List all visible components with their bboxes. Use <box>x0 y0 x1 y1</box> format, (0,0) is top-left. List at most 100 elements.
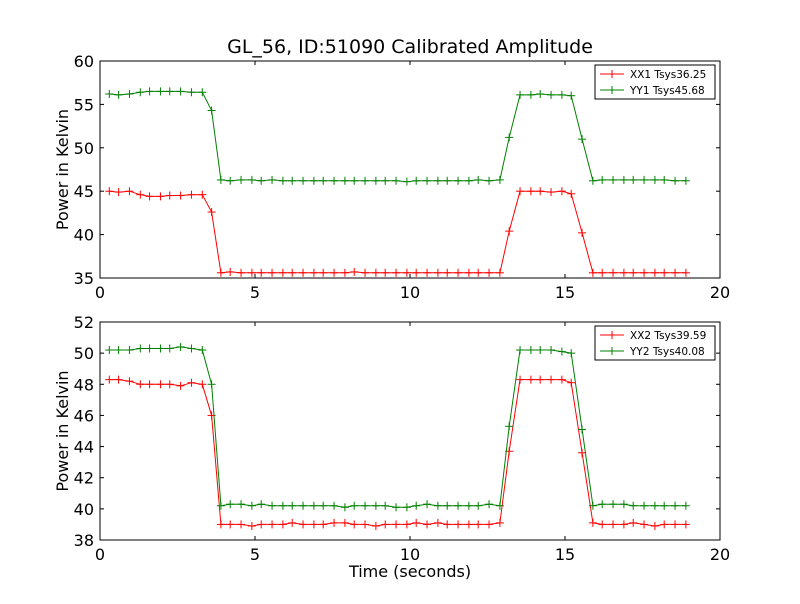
data-point <box>557 90 566 99</box>
legend-label: YY2 Tsys40.08 <box>629 346 705 358</box>
data-point <box>288 176 297 185</box>
data-point <box>226 520 235 529</box>
data-point <box>454 176 463 185</box>
data-point <box>361 176 370 185</box>
data-point <box>288 501 297 510</box>
figure-title: GL_56, ID:51090 Calibrated Amplitude <box>227 36 593 58</box>
x-tick-label: 15 <box>555 283 575 302</box>
data-point <box>216 175 225 184</box>
data-point <box>660 520 669 529</box>
panel-bottom: 0 5 10 15 20 38 40 42 44 46 48 50 52 Power in Kelvin T… <box>53 313 730 581</box>
data-point <box>105 187 114 196</box>
data-point <box>588 268 597 277</box>
data-point <box>216 268 225 277</box>
data-point <box>319 501 328 510</box>
x-tick-label: 5 <box>250 545 260 564</box>
y-tick-label: 40 <box>74 500 94 519</box>
data-point <box>567 378 576 387</box>
data-point <box>350 520 359 529</box>
data-point <box>176 87 185 96</box>
data-point <box>278 176 287 185</box>
data-point <box>526 90 535 99</box>
data-point <box>330 268 339 277</box>
data-point <box>319 176 328 185</box>
data-point <box>671 520 680 529</box>
data-point <box>423 520 432 529</box>
y-tick-label: 60 <box>74 52 94 71</box>
x-tick-label: 0 <box>95 283 105 302</box>
data-point <box>681 176 690 185</box>
data-point <box>567 189 576 198</box>
data-point <box>136 344 145 353</box>
data-point <box>423 268 432 277</box>
data-point <box>268 520 277 529</box>
data-point <box>464 176 473 185</box>
data-point <box>578 135 587 144</box>
y-tick-label: 44 <box>74 438 94 457</box>
data-point <box>278 520 287 529</box>
data-point <box>371 501 380 510</box>
panel-top: 0 5 10 15 20 35 40 45 50 55 60 Power in Kelvin XX1 T… <box>53 52 730 302</box>
data-point <box>640 268 649 277</box>
data-point <box>567 91 576 100</box>
data-point <box>309 501 318 510</box>
data-point <box>412 176 421 185</box>
data-point <box>165 191 174 200</box>
data-point <box>125 187 134 196</box>
data-point <box>187 190 196 199</box>
y-tick-label: 55 <box>74 95 94 114</box>
data-point <box>288 268 297 277</box>
data-point <box>650 175 659 184</box>
y-tick-label: 42 <box>74 469 94 488</box>
y-tick-label: 38 <box>74 531 94 550</box>
data-point <box>629 175 638 184</box>
legend-label: YY1 Tsys45.68 <box>629 85 705 97</box>
legend-label: XX1 Tsys36.25 <box>630 69 706 81</box>
data-point <box>145 87 154 96</box>
data-point <box>309 176 318 185</box>
data-point <box>609 500 618 509</box>
data-point <box>609 175 618 184</box>
data-point <box>526 375 535 384</box>
data-point <box>681 268 690 277</box>
data-point <box>105 375 114 384</box>
y-tick-label: 52 <box>74 313 94 332</box>
data-point <box>495 501 504 510</box>
data-point <box>257 176 266 185</box>
data-point <box>671 501 680 510</box>
data-point <box>536 346 545 355</box>
data-point <box>105 89 114 98</box>
data-point <box>547 346 556 355</box>
legend-box <box>594 325 716 361</box>
data-point <box>412 501 421 510</box>
data-point <box>125 346 134 355</box>
data-point <box>433 501 442 510</box>
data-point <box>557 375 566 384</box>
data-point <box>165 87 174 96</box>
data-point <box>268 501 277 510</box>
data-point <box>619 500 628 509</box>
series-line-yy2 <box>109 346 686 508</box>
data-point <box>361 520 370 529</box>
data-point <box>381 268 390 277</box>
data-point <box>247 175 256 184</box>
data-point <box>640 175 649 184</box>
x-tick-label: 20 <box>710 545 730 564</box>
data-point <box>226 500 235 509</box>
series-line-xx1 <box>109 190 686 274</box>
data-point <box>156 344 165 353</box>
data-point <box>237 268 246 277</box>
data-point <box>207 106 216 115</box>
data-point <box>557 187 566 196</box>
data-point <box>381 501 390 510</box>
data-point <box>629 268 638 277</box>
data-point <box>536 89 545 98</box>
data-point <box>340 268 349 277</box>
data-point <box>299 268 308 277</box>
data-point <box>237 175 246 184</box>
data-point <box>381 520 390 529</box>
data-point <box>609 520 618 529</box>
x-tick-label: 20 <box>710 283 730 302</box>
data-point <box>588 176 597 185</box>
